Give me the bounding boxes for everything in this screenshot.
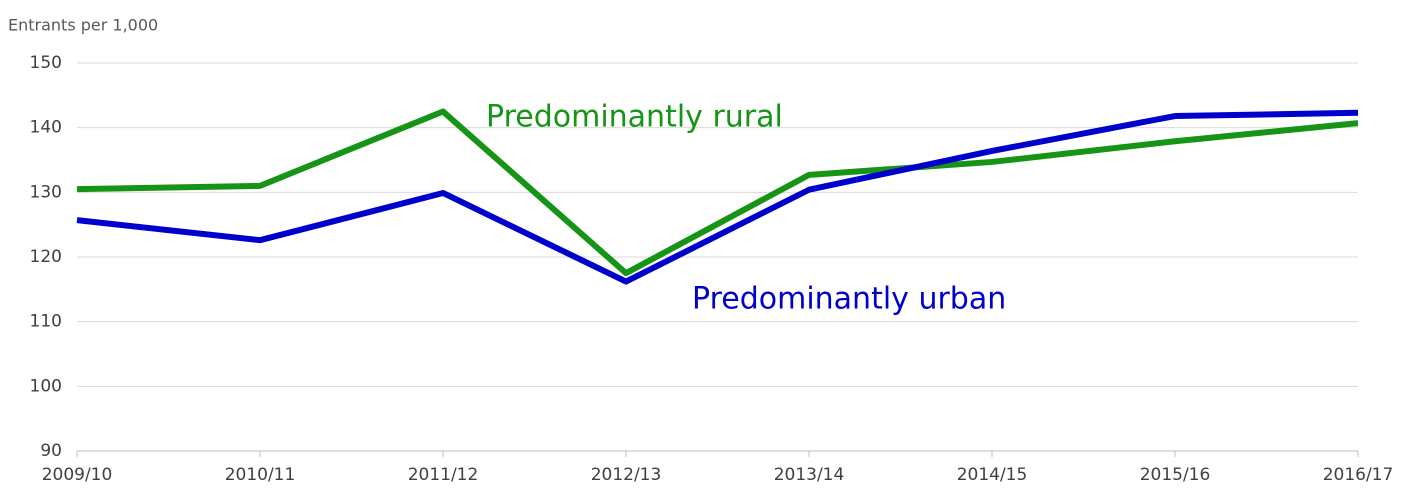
x-tick-label: 2013/14 [774,465,845,485]
x-tick-label: 2010/11 [225,465,296,485]
series-line [76,108,1359,277]
x-tick-label: 2016/17 [1323,465,1394,485]
x-tick-label: 2011/12 [408,465,479,485]
y-tick-label: 120 [30,247,62,267]
series-label: Predominantly rural [486,100,783,135]
y-axis-title: Entrants per 1,000 [8,16,158,35]
x-tick-label: 2012/13 [591,465,662,485]
y-tick-label: 100 [30,376,62,396]
x-tick-label: 2014/15 [957,465,1028,485]
y-tick-label: 90 [40,441,62,461]
x-tick-label: 2009/10 [42,465,113,485]
x-tick-label: 2015/16 [1140,465,1211,485]
y-tick-label: 140 [30,118,62,138]
y-tick-label: 150 [30,53,62,73]
series-line [76,109,1359,285]
y-tick-label: 110 [30,312,62,332]
y-tick-label: 130 [30,182,62,202]
series-label: Predominantly urban [692,282,1006,317]
